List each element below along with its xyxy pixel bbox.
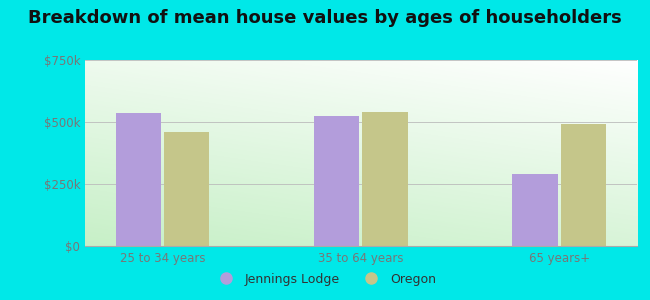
Bar: [314, 116, 359, 246]
Legend: Jennings Lodge, Oregon: Jennings Lodge, Oregon: [209, 268, 441, 291]
Bar: [512, 174, 558, 246]
Bar: [164, 132, 209, 246]
Text: Breakdown of mean house values by ages of householders: Breakdown of mean house values by ages o…: [28, 9, 622, 27]
Bar: [116, 113, 161, 246]
Bar: [362, 112, 408, 246]
Bar: [560, 124, 606, 246]
